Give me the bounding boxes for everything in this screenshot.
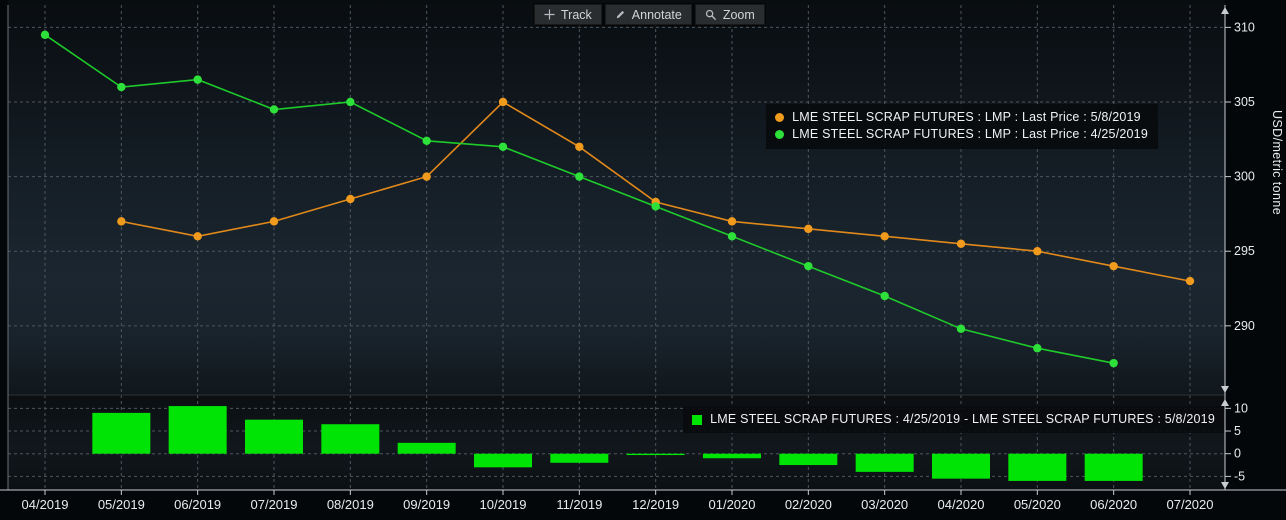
spread-bar bbox=[703, 453, 761, 459]
zoom-button[interactable]: Zoom bbox=[694, 4, 765, 25]
data-point bbox=[422, 172, 431, 181]
data-point bbox=[804, 261, 813, 271]
legend-swatch-spread bbox=[692, 414, 703, 425]
annotate-button[interactable]: Annotate bbox=[604, 4, 692, 25]
data-point bbox=[346, 97, 355, 107]
legend-item-green[interactable]: LME STEEL SCRAP FUTURES : LMP : Last Pri… bbox=[775, 126, 1148, 143]
y-tick-label: 295 bbox=[1234, 244, 1255, 258]
track-label: Track bbox=[561, 7, 592, 22]
axis-arrow bbox=[1221, 482, 1229, 489]
data-point bbox=[1033, 247, 1042, 256]
x-axis-label: 05/2020 bbox=[1014, 497, 1061, 512]
y-tick-label: 10 bbox=[1234, 401, 1248, 415]
spread-bar bbox=[932, 453, 990, 479]
data-point bbox=[346, 194, 355, 204]
x-axis-label: 04/2020 bbox=[938, 497, 985, 512]
x-axis-label: 01/2020 bbox=[709, 497, 756, 512]
data-point bbox=[880, 291, 889, 301]
spread-bar bbox=[550, 453, 609, 463]
data-point bbox=[651, 202, 660, 211]
data-point bbox=[1109, 358, 1118, 368]
x-axis-label: 07/2020 bbox=[1167, 497, 1214, 512]
data-point bbox=[498, 97, 508, 107]
data-point bbox=[117, 217, 126, 226]
data-point bbox=[193, 232, 202, 241]
data-point bbox=[422, 136, 431, 145]
data-point bbox=[575, 142, 584, 151]
x-axis-label: 12/2019 bbox=[632, 497, 679, 512]
y-tick-label: 5 bbox=[1234, 424, 1241, 438]
data-point bbox=[1033, 344, 1042, 353]
data-point bbox=[269, 105, 279, 114]
spread-bar bbox=[92, 412, 151, 454]
x-axis-label: 07/2019 bbox=[251, 497, 298, 512]
spread-bar bbox=[321, 424, 380, 454]
legend-label-spread: LME STEEL SCRAP FUTURES : 4/25/2019 - LM… bbox=[710, 412, 1215, 426]
x-axis-label: 05/2019 bbox=[98, 497, 145, 512]
data-point bbox=[1109, 261, 1118, 271]
spread-bar bbox=[1008, 453, 1067, 481]
track-button[interactable]: Track bbox=[534, 4, 602, 25]
crosshair-icon bbox=[544, 9, 555, 20]
legend-spread: LME STEEL SCRAP FUTURES : 4/25/2019 - LM… bbox=[683, 406, 1224, 433]
x-axis-label: 06/2020 bbox=[1090, 497, 1137, 512]
x-axis-label: 06/2019 bbox=[174, 497, 221, 512]
x-axis-label: 04/2019 bbox=[22, 497, 69, 512]
data-point bbox=[956, 324, 966, 334]
y-tick-label: 0 bbox=[1234, 447, 1241, 461]
data-point bbox=[727, 217, 737, 226]
data-point bbox=[1185, 276, 1195, 286]
data-point bbox=[804, 224, 813, 234]
x-axis-label: 02/2020 bbox=[785, 497, 832, 512]
y-tick-label: 305 bbox=[1234, 95, 1255, 109]
legend-swatch-green bbox=[775, 130, 785, 139]
spread-bar bbox=[855, 453, 914, 472]
y-axis-title: USD/metric tonne bbox=[1270, 110, 1284, 216]
data-point bbox=[498, 142, 508, 151]
y-tick-label: 310 bbox=[1234, 20, 1255, 34]
data-point bbox=[956, 239, 966, 248]
data-point bbox=[880, 232, 889, 241]
magnifier-icon bbox=[705, 9, 716, 20]
axis-arrow bbox=[1221, 399, 1229, 406]
legend-label-orange: LME STEEL SCRAP FUTURES : LMP : Last Pri… bbox=[792, 110, 1141, 124]
legend-main: LME STEEL SCRAP FUTURES : LMP : Last Pri… bbox=[766, 104, 1158, 149]
pencil-icon bbox=[616, 10, 624, 19]
data-point bbox=[40, 30, 50, 40]
annotate-label: Annotate bbox=[631, 7, 682, 22]
y-tick-label: 300 bbox=[1234, 170, 1255, 184]
legend-swatch-orange bbox=[775, 113, 785, 122]
data-point bbox=[575, 172, 584, 181]
legend-label-green: LME STEEL SCRAP FUTURES : LMP : Last Pri… bbox=[792, 127, 1148, 141]
data-point bbox=[117, 82, 126, 92]
axis-arrow bbox=[1221, 7, 1229, 14]
spread-bar bbox=[626, 453, 685, 456]
spread-bar bbox=[397, 442, 456, 454]
spread-bar bbox=[245, 419, 303, 454]
x-axis-label: 10/2019 bbox=[480, 497, 527, 512]
y-tick-label: 290 bbox=[1234, 319, 1255, 333]
y-tick-label: -5 bbox=[1234, 469, 1245, 483]
x-axis-label: 11/2019 bbox=[556, 497, 602, 512]
spread-bar bbox=[779, 453, 838, 466]
spread-bar bbox=[1084, 453, 1143, 481]
spread-bar bbox=[168, 406, 227, 454]
legend-item-orange[interactable]: LME STEEL SCRAP FUTURES : LMP : Last Pri… bbox=[775, 109, 1148, 126]
chart-toolbar: Track Annotate Zoom bbox=[533, 3, 766, 26]
legend-item-spread[interactable]: LME STEEL SCRAP FUTURES : 4/25/2019 - LM… bbox=[692, 411, 1215, 428]
data-point bbox=[193, 75, 202, 84]
x-axis-label: 09/2019 bbox=[403, 497, 450, 512]
zoom-label: Zoom bbox=[722, 7, 755, 22]
axis-arrow bbox=[1221, 386, 1229, 393]
data-point bbox=[727, 232, 737, 241]
data-point bbox=[269, 217, 279, 226]
x-axis-label: 08/2019 bbox=[327, 497, 374, 512]
main-panel-background bbox=[8, 0, 1225, 395]
x-axis-label: 03/2020 bbox=[861, 497, 908, 512]
spread-bar bbox=[474, 453, 532, 468]
